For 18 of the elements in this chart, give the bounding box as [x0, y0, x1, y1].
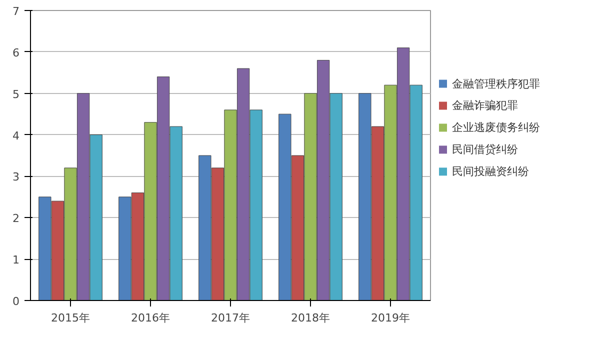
- y-tick-label: 1: [12, 254, 20, 267]
- legend-label: 企业逃废债务纠纷: [452, 121, 540, 134]
- y-tick-label: 2: [12, 212, 20, 226]
- legend-label: 民间借贷纠纷: [452, 143, 518, 156]
- legend-label: 金融诈骗犯罪: [452, 99, 518, 112]
- legend-label: 金融管理秩序犯罪: [452, 77, 540, 90]
- y-tick-label: 5: [12, 88, 20, 101]
- x-tick-label: 2019年: [371, 312, 410, 324]
- x-tick-label: 2015年: [51, 312, 90, 324]
- x-tick-label: 2017年: [211, 312, 250, 324]
- y-tick-label: 0: [12, 295, 20, 308]
- y-tick-label: 4: [12, 129, 20, 142]
- y-tick-label: 7: [12, 5, 20, 18]
- y-tick-label: 3: [12, 170, 20, 184]
- x-tick-label: 2018年: [291, 312, 330, 324]
- y-tick-label: 6: [12, 46, 20, 60]
- x-tick-label: 2016年: [131, 312, 170, 324]
- legend-label: 民间投融资纠纷: [452, 165, 529, 178]
